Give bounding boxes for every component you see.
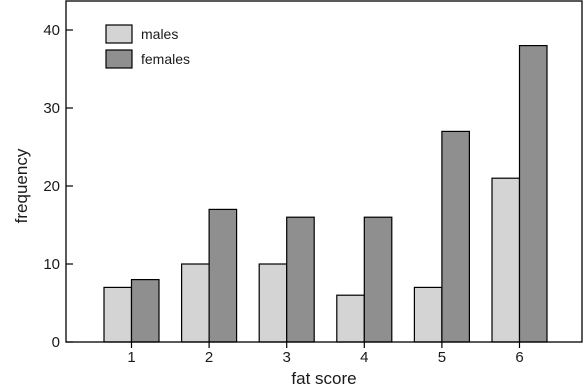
y-tick-label: 10: [43, 256, 60, 273]
y-tick-label: 40: [43, 22, 60, 39]
y-tick-label: 0: [52, 334, 60, 351]
x-axis-label: fat score: [291, 369, 356, 388]
bar-males-6: [491, 177, 521, 343]
y-axis: 0 10 20 30 40: [43, 22, 73, 351]
y-axis-label: frequency: [12, 148, 31, 223]
bar-males-3: [258, 263, 288, 343]
legend-label-females: females: [141, 51, 190, 67]
x-tick-label: 5: [438, 349, 446, 366]
bars-layer: [103, 44, 548, 343]
y-tick-label: 20: [43, 178, 60, 195]
bar-males-1: [103, 286, 133, 343]
legend-swatch-females: [105, 49, 133, 69]
bar-females-4: [363, 216, 393, 343]
bar-females-1: [130, 279, 160, 343]
y-tick-label: 30: [43, 100, 60, 117]
x-tick-label: 4: [360, 349, 368, 366]
legend: males females: [105, 24, 190, 69]
bar-males-2: [181, 263, 210, 343]
x-axis: 1 2 3 4 5 6: [127, 342, 524, 366]
bar-males-5: [413, 286, 443, 343]
bar-males-4: [336, 294, 365, 343]
plot-frame: [65, 0, 583, 343]
legend-label-males: males: [141, 26, 178, 42]
bar-females-5: [441, 130, 470, 343]
x-tick-label: 6: [515, 349, 523, 366]
x-tick-label: 3: [283, 349, 291, 366]
legend-swatch-males: [105, 24, 133, 44]
bar-females-3: [286, 216, 315, 343]
x-tick-label: 1: [127, 349, 135, 366]
bar-females-2: [208, 208, 238, 343]
bar-females-6: [518, 44, 548, 343]
x-tick-label: 2: [205, 349, 213, 366]
